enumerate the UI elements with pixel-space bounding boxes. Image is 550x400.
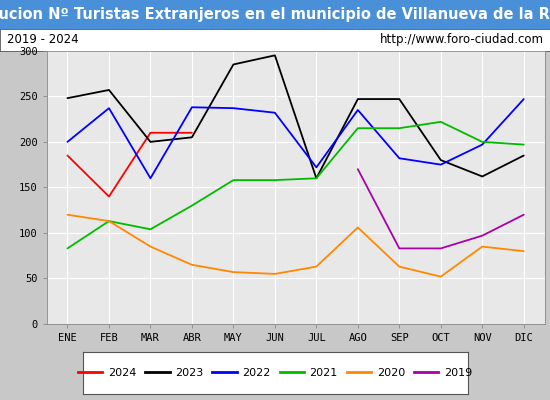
Legend: 2024, 2023, 2022, 2021, 2020, 2019: 2024, 2023, 2022, 2021, 2020, 2019 <box>74 364 476 382</box>
Text: 2019 - 2024: 2019 - 2024 <box>7 33 78 46</box>
Text: Evolucion Nº Turistas Extranjeros en el municipio de Villanueva de la Reina: Evolucion Nº Turistas Extranjeros en el … <box>0 7 550 22</box>
Text: http://www.foro-ciudad.com: http://www.foro-ciudad.com <box>379 33 543 46</box>
